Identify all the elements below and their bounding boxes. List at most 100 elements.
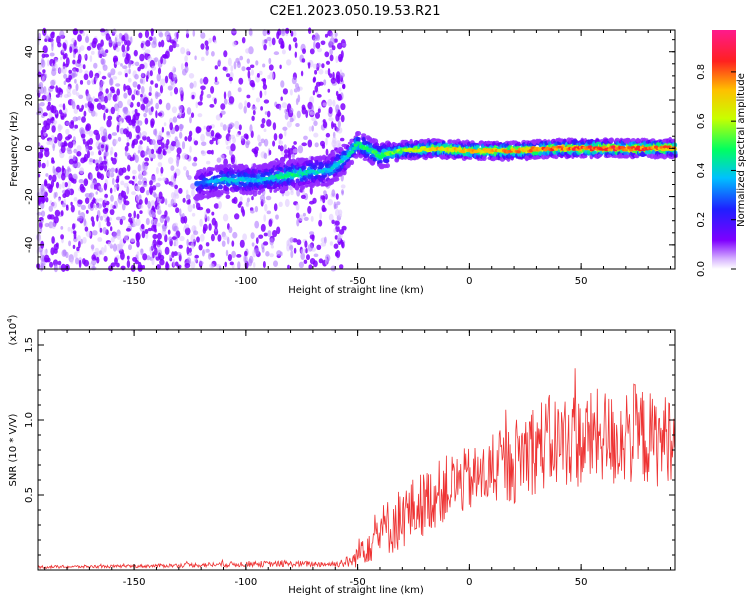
noise-mark [41, 258, 44, 262]
noise-mark [127, 77, 132, 83]
noise-mark [250, 209, 255, 214]
noise-mark [189, 82, 194, 89]
noise-mark [38, 236, 42, 243]
noise-mark [45, 173, 49, 177]
noise-mark [103, 164, 108, 172]
noise-mark [133, 210, 136, 219]
noise-mark [57, 260, 62, 266]
noise-mark [300, 194, 306, 199]
noise-mark [186, 107, 192, 115]
noise-mark [123, 83, 126, 92]
noise-mark [315, 42, 321, 49]
noise-mark [317, 62, 321, 68]
noise-mark [332, 136, 337, 145]
noise-mark [138, 204, 142, 209]
noise-mark [283, 153, 289, 159]
noise-mark [287, 153, 292, 160]
noise-mark [122, 65, 128, 70]
noise-mark [113, 183, 120, 188]
noise-mark [127, 212, 132, 218]
noise-mark [124, 56, 129, 65]
noise-mark [259, 194, 266, 202]
noise-mark [250, 82, 256, 88]
noise-mark [273, 51, 280, 56]
noise-mark [211, 217, 217, 226]
ridge-mark [431, 138, 437, 142]
noise-mark [320, 195, 326, 200]
noise-mark [258, 234, 264, 239]
noise-mark [101, 75, 107, 80]
noise-mark [213, 203, 219, 209]
noise-mark [314, 85, 319, 93]
noise-mark [190, 242, 195, 250]
noise-mark [164, 75, 169, 84]
noise-mark [129, 157, 134, 162]
noise-mark [327, 88, 331, 93]
ridge-mark [467, 156, 473, 160]
noise-mark [251, 242, 255, 247]
noise-mark [318, 258, 324, 264]
noise-mark [325, 137, 328, 146]
noise-mark [72, 28, 79, 35]
noise-mark [158, 146, 163, 154]
noise-mark [242, 233, 248, 241]
noise-mark [145, 217, 150, 226]
noise-mark [166, 139, 170, 146]
noise-mark [337, 127, 343, 134]
noise-mark [70, 226, 73, 234]
noise-mark [237, 60, 241, 65]
noise-mark [268, 57, 272, 65]
noise-mark [160, 166, 164, 174]
noise-mark [150, 118, 155, 127]
colorbar-tick-label: 0.2 [696, 212, 707, 228]
noise-mark [202, 227, 207, 234]
noise-mark [181, 141, 186, 150]
ridge-mark [334, 175, 339, 180]
ridge-mark [379, 159, 383, 164]
ridge-core-mark [357, 141, 362, 145]
noise-mark [65, 77, 71, 83]
noise-mark [201, 141, 207, 147]
noise-mark [339, 264, 344, 270]
ridge-core-mark [346, 154, 351, 158]
noise-mark [211, 149, 214, 155]
ridge-core-mark [525, 147, 530, 151]
noise-mark [66, 91, 72, 98]
noise-mark [150, 28, 154, 34]
noise-mark [173, 192, 177, 201]
noise-mark [262, 29, 267, 37]
noise-mark [307, 62, 311, 69]
noise-mark [136, 134, 140, 140]
noise-mark [107, 241, 113, 247]
noise-mark [294, 51, 297, 58]
noise-mark [302, 212, 306, 217]
noise-mark [308, 126, 312, 132]
noise-mark [48, 185, 53, 193]
snr-y-ticks: 0.5 1.0 1.5 [24, 329, 675, 571]
noise-mark [241, 37, 246, 44]
noise-mark [157, 222, 161, 227]
noise-mark [136, 101, 141, 108]
noise-mark [186, 246, 190, 255]
noise-mark [180, 94, 184, 102]
noise-mark [206, 125, 211, 132]
noise-mark [237, 87, 242, 93]
noise-mark [133, 89, 137, 95]
noise-mark [54, 209, 61, 217]
noise-mark [116, 41, 122, 47]
noise-mark [52, 174, 57, 183]
noise-mark [142, 265, 146, 270]
noise-mark [102, 160, 108, 165]
noise-mark [266, 36, 272, 42]
noise-mark [61, 47, 65, 53]
x-tick-label: 50 [575, 276, 588, 287]
noise-mark [180, 216, 186, 224]
noise-mark [292, 30, 297, 37]
ridge-core-mark [480, 150, 485, 154]
noise-mark [54, 264, 57, 270]
noise-mark [222, 66, 227, 71]
ridge-mark [635, 137, 641, 143]
noise-mark [174, 184, 179, 190]
noise-mark [251, 195, 254, 201]
noise-mark [170, 80, 176, 88]
